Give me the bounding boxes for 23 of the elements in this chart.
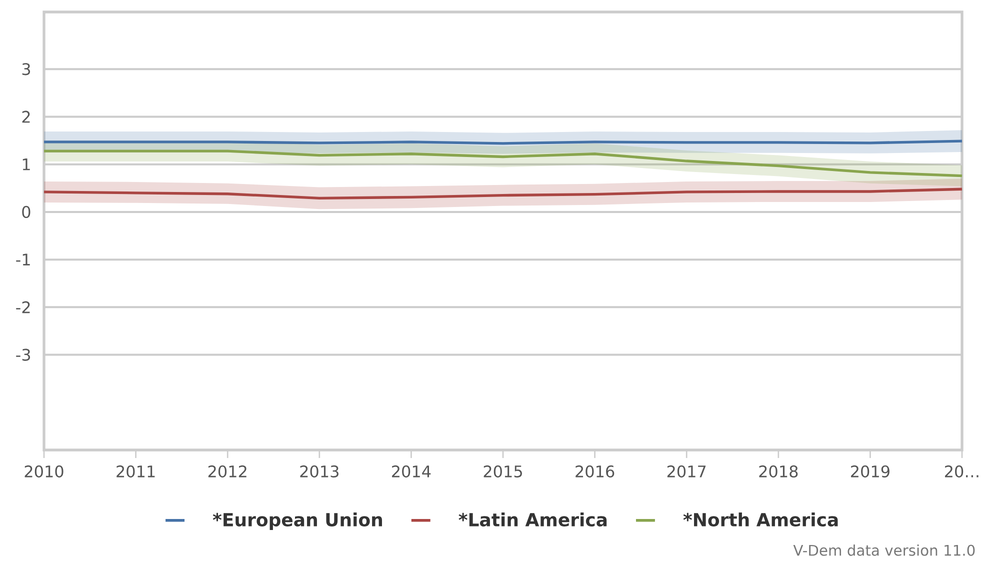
x-tick-label: 2015 (484, 465, 522, 478)
y-tick-label: -2 (16, 301, 30, 314)
x-tick-label: 2016 (576, 465, 614, 478)
legend-label: *North America (683, 512, 838, 526)
x-tick-label: 2011 (116, 465, 155, 478)
x-tick-label: 20… (945, 465, 978, 478)
x-tick-label: 2018 (759, 465, 798, 478)
y-tick-label: 3 (22, 63, 30, 76)
line-series (42, 188, 964, 200)
x-tick-label: 2017 (667, 465, 706, 478)
y-tick-label: 1 (22, 158, 30, 170)
legend-label: *European Union (212, 512, 382, 530)
y-tick-label: 2 (22, 110, 30, 123)
y-tick-label: -1 (16, 254, 30, 266)
x-tick-label: 2012 (208, 465, 246, 478)
x-tick-label: 2014 (392, 465, 431, 478)
y-tick-label: -3 (16, 348, 30, 361)
legend-label: *Latin America (458, 512, 607, 526)
x-tick-label: 2019 (851, 465, 890, 478)
y-tick-label: 0 (22, 206, 30, 218)
x-tick-label: 2013 (300, 465, 338, 478)
text: V-Dem data version 11.0 (793, 544, 975, 556)
x-tick-label: 2010 (24, 465, 64, 478)
